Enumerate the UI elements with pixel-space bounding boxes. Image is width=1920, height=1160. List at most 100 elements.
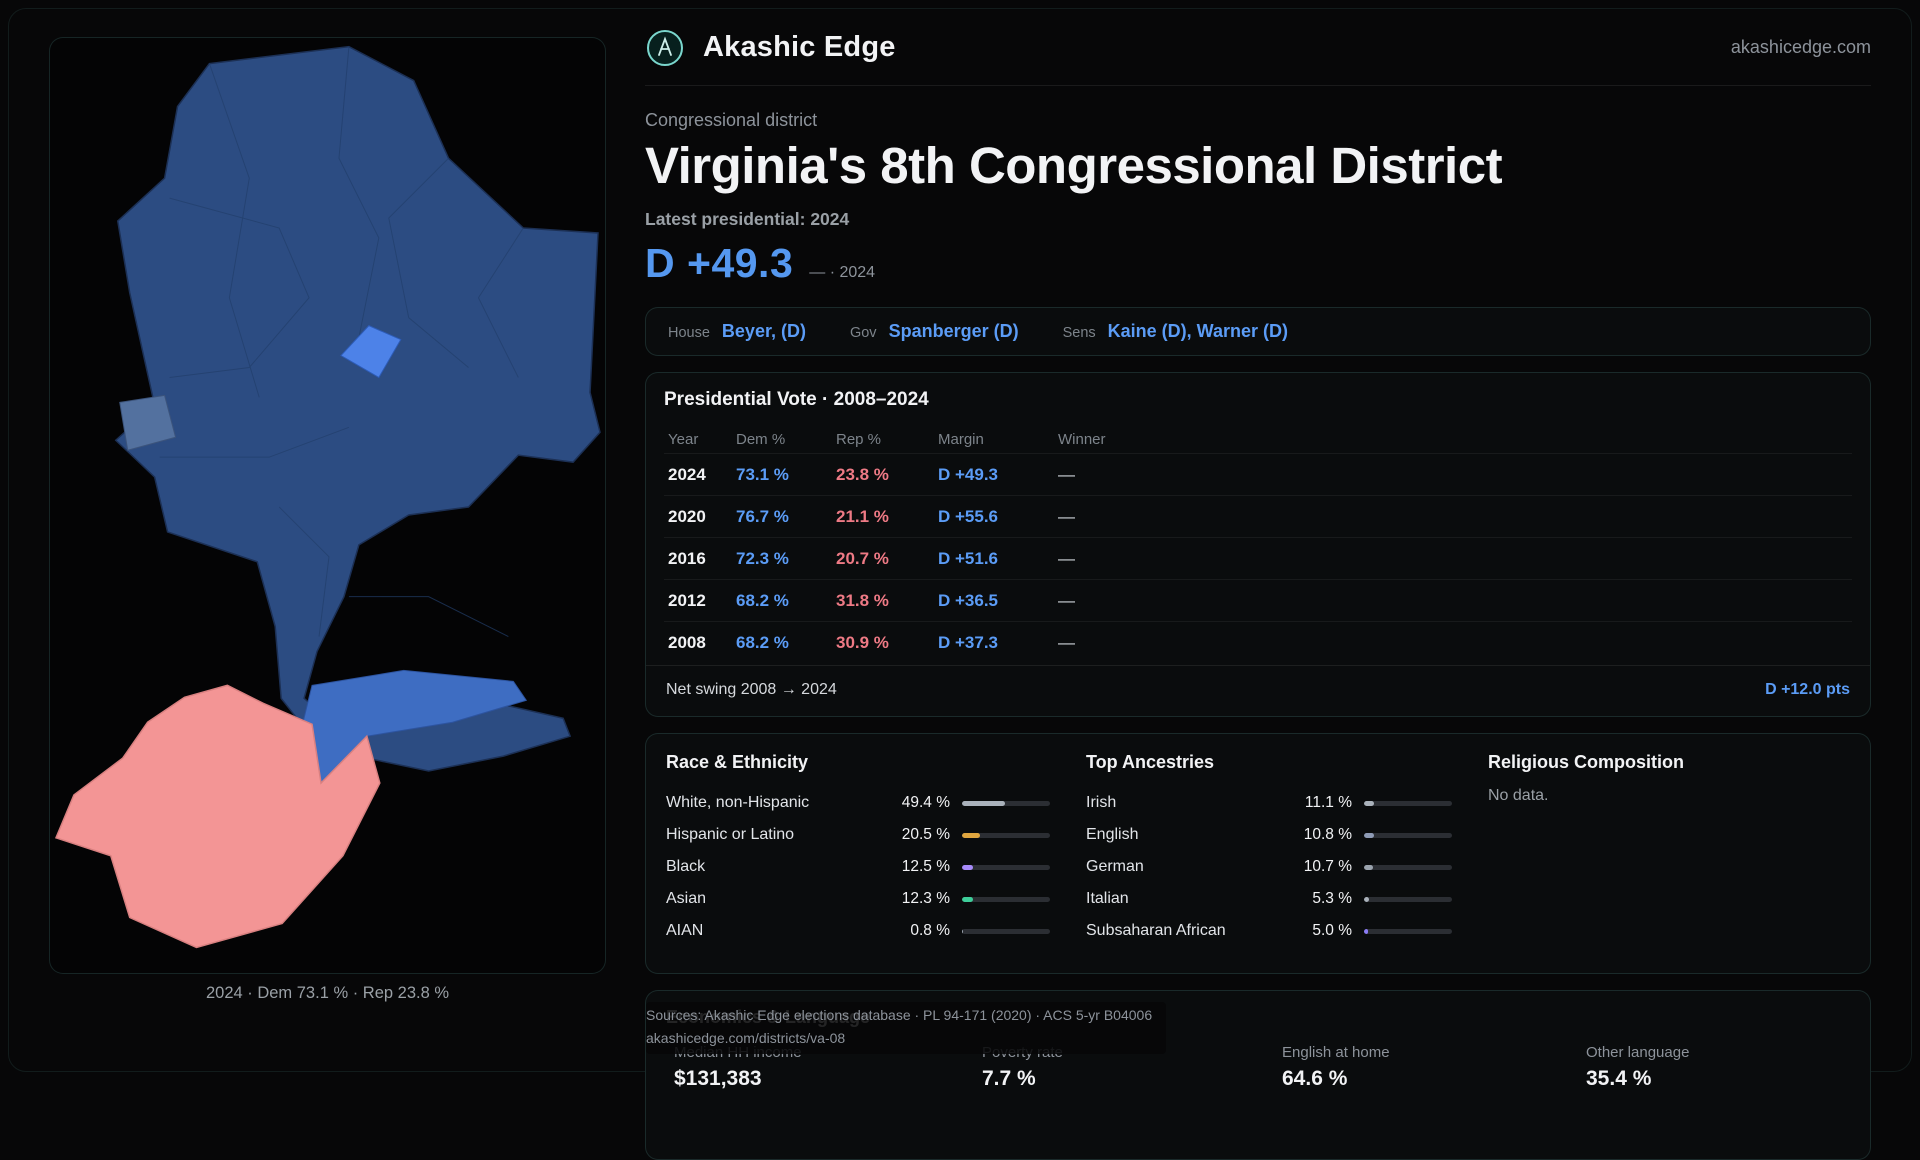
- demographic-bar: [1364, 801, 1452, 806]
- vote-year: 2008: [668, 633, 736, 653]
- vote-dem-pct: 68.2 %: [736, 591, 836, 611]
- headline-margin-value: D +49.3: [645, 240, 793, 287]
- demographic-value: 49.4 %: [880, 794, 950, 812]
- official-name-link[interactable]: Kaine (D), Warner (D): [1108, 321, 1288, 342]
- demographic-bar: [962, 897, 1050, 902]
- demographic-bar: [962, 865, 1050, 870]
- main-content: Akashic Edge akashicedge.com Congression…: [645, 0, 1871, 1160]
- sources-line: Sources: Akashic Edge elections database…: [646, 1004, 1152, 1027]
- stat-label: English at home: [1282, 1044, 1578, 1061]
- demographic-value: 10.8 %: [1282, 826, 1352, 844]
- stat-value: $131,383: [674, 1067, 974, 1091]
- official-role-label: House: [668, 325, 710, 341]
- religious-composition-title: Religious Composition: [1488, 752, 1850, 773]
- sources-block: Sources: Akashic Edge elections database…: [646, 1002, 1166, 1054]
- vote-rep-pct: 30.9 %: [836, 633, 938, 653]
- demographic-bar-fill: [1364, 897, 1369, 902]
- site-header: Akashic Edge akashicedge.com: [645, 0, 1871, 86]
- vote-year: 2012: [668, 591, 736, 611]
- demographic-label: Black: [666, 858, 868, 876]
- vote-year: 2024: [668, 465, 736, 485]
- brand-logo-icon: [645, 28, 685, 68]
- demographic-bar: [1364, 897, 1452, 902]
- headline-margin-row: D +49.3 — · 2024: [645, 240, 1871, 287]
- demographic-row: English 10.8 %: [1086, 819, 1452, 851]
- demographic-row: Black 12.5 %: [666, 851, 1050, 883]
- vote-table-header: Year Dem % Rep % Margin Winner: [664, 425, 1852, 453]
- latest-presidential-label: Latest presidential: 2024: [645, 209, 1871, 230]
- vote-year: 2016: [668, 549, 736, 569]
- demographic-label: Subsaharan African: [1086, 922, 1270, 940]
- vote-table-title: Presidential Vote · 2008–2024: [646, 389, 1870, 411]
- site-domain-link[interactable]: akashicedge.com: [1731, 37, 1871, 58]
- demographic-label: Italian: [1086, 890, 1270, 908]
- demographic-value: 0.8 %: [880, 922, 950, 940]
- vote-rep-pct: 20.7 %: [836, 549, 938, 569]
- demographic-row: White, non-Hispanic 49.4 %: [666, 787, 1050, 819]
- headline-margin-note: — · 2024: [809, 264, 875, 282]
- col-margin: Margin: [938, 431, 1058, 448]
- presidential-vote-panel: Presidential Vote · 2008–2024 Year Dem %…: [645, 372, 1871, 717]
- demographic-row: Asian 12.3 %: [666, 883, 1050, 915]
- official-item: House Beyer, (D): [668, 321, 806, 342]
- top-ancestries-title: Top Ancestries: [1086, 752, 1452, 773]
- official-name-link[interactable]: Spanberger (D): [889, 321, 1019, 342]
- vote-winner: —: [1058, 465, 1848, 485]
- vote-margin: D +36.5: [938, 591, 1058, 611]
- demographic-bar: [1364, 833, 1452, 838]
- race-ethnicity-rows: White, non-Hispanic 49.4 % Hispanic or Lat…: [666, 787, 1050, 947]
- vote-dem-pct: 68.2 %: [736, 633, 836, 653]
- page-kicker: Congressional district: [645, 110, 1871, 131]
- district-map[interactable]: [50, 38, 605, 973]
- map-caption: 2024 · Dem 73.1 % · Rep 23.8 %: [49, 984, 606, 1003]
- vote-winner: —: [1058, 633, 1848, 653]
- vote-year: 2020: [668, 507, 736, 527]
- net-swing-value: D +12.0 pts: [1765, 681, 1850, 699]
- demographic-value: 5.3 %: [1282, 890, 1352, 908]
- vote-rep-pct: 23.8 %: [836, 465, 938, 485]
- demographic-value: 12.3 %: [880, 890, 950, 908]
- brand-name: Akashic Edge: [703, 31, 896, 64]
- map-region-main-dem[interactable]: [116, 47, 600, 771]
- demographic-label: German: [1086, 858, 1270, 876]
- net-swing-label: Net swing 2008 → 2024: [666, 681, 837, 699]
- demographic-bar-fill: [962, 897, 973, 902]
- demographic-bar: [962, 929, 1050, 934]
- demographic-label: White, non-Hispanic: [666, 794, 868, 812]
- vote-winner: —: [1058, 591, 1848, 611]
- demographic-label: English: [1086, 826, 1270, 844]
- stat-value: 64.6 %: [1282, 1067, 1578, 1091]
- demographic-bar-fill: [1364, 801, 1374, 806]
- col-rep: Rep %: [836, 431, 938, 448]
- vote-margin: D +55.6: [938, 507, 1058, 527]
- stat-value: 35.4 %: [1586, 1067, 1850, 1091]
- demographic-label: Asian: [666, 890, 868, 908]
- district-map-card: [49, 37, 606, 974]
- col-dem: Dem %: [736, 431, 836, 448]
- demographic-value: 12.5 %: [880, 858, 950, 876]
- stat-label: Other language: [1586, 1044, 1850, 1061]
- demographic-bar: [962, 833, 1050, 838]
- economic-stat: English at home 64.6 %: [1274, 1044, 1578, 1091]
- demographic-bar-fill: [962, 929, 963, 934]
- vote-margin: D +49.3: [938, 465, 1058, 485]
- demographic-bar-fill: [962, 833, 980, 838]
- official-name-link[interactable]: Beyer, (D): [722, 321, 806, 342]
- demographic-bar-fill: [962, 865, 973, 870]
- sources-permalink[interactable]: akashicedge.com/districts/va-08: [646, 1027, 1152, 1050]
- demographic-label: Hispanic or Latino: [666, 826, 868, 844]
- vote-rep-pct: 31.8 %: [836, 591, 938, 611]
